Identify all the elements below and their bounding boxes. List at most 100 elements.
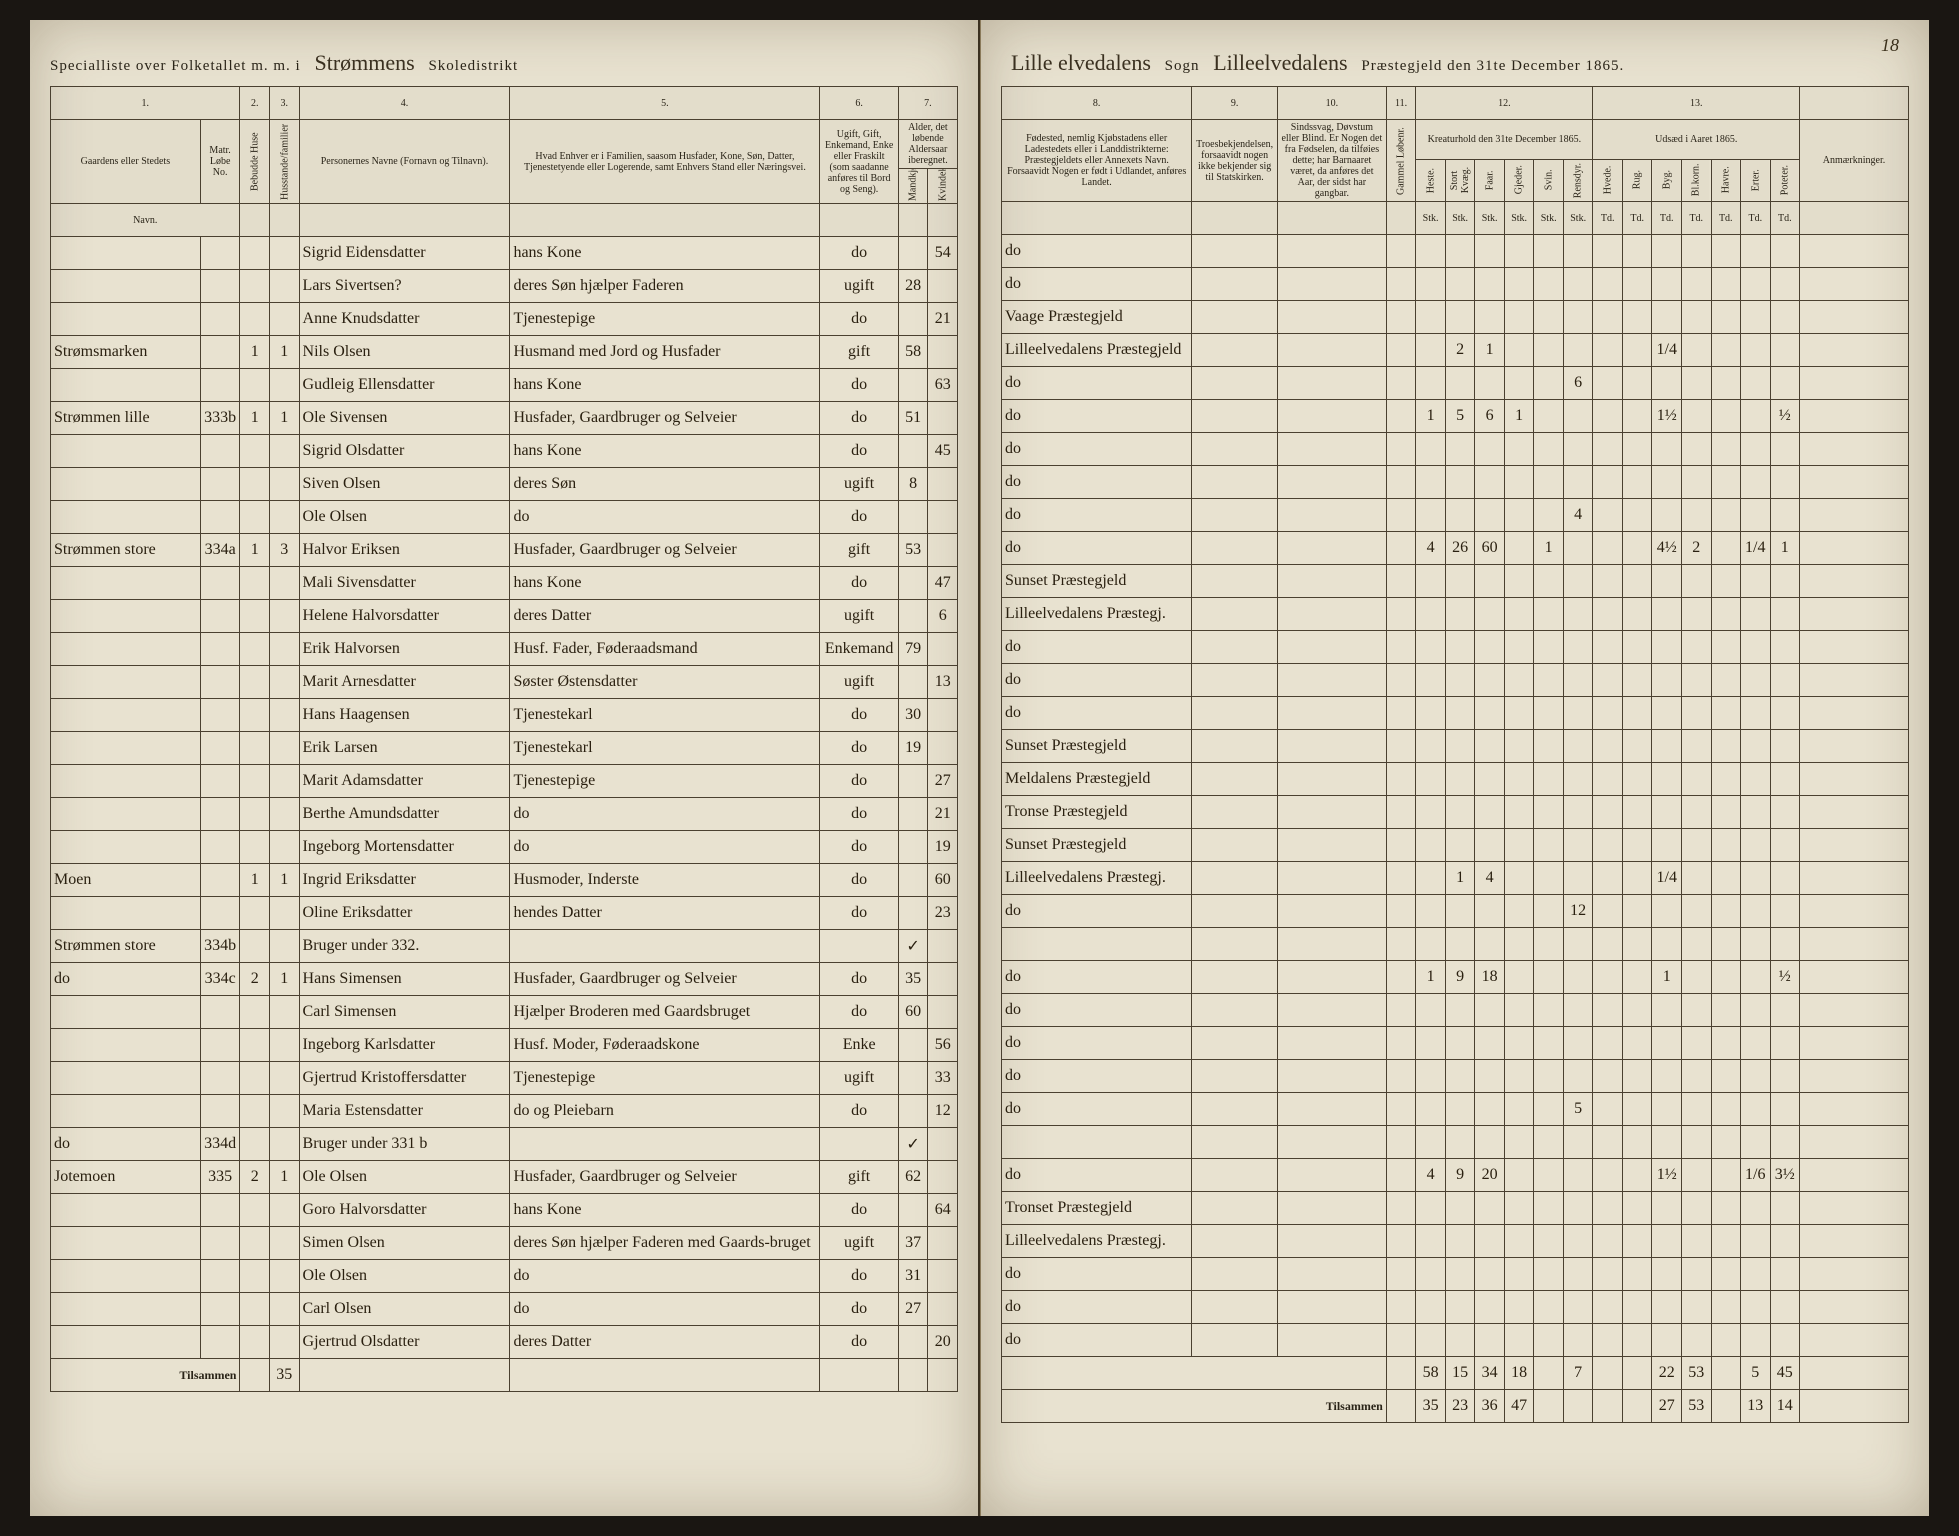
- cell-navn: [51, 1293, 201, 1326]
- cell-navn: [51, 996, 201, 1029]
- cell-uds: [1741, 1291, 1771, 1324]
- cell-uds: [1711, 664, 1741, 697]
- cell-pers: Ole Sivensen: [299, 402, 510, 435]
- cell-kre: [1563, 301, 1593, 334]
- cell-uds: [1652, 763, 1682, 796]
- cell-kre: [1504, 1159, 1534, 1192]
- tot-kre: 18: [1504, 1357, 1534, 1390]
- cell-kre: 4: [1416, 532, 1446, 565]
- cell-matr: [200, 1326, 240, 1359]
- cell-fod: do: [1002, 1258, 1192, 1291]
- cell-sind: [1277, 862, 1386, 895]
- cell-tro: [1192, 334, 1278, 367]
- totals-label: Tilsammen: [1002, 1390, 1387, 1423]
- cell-fod: [1002, 928, 1192, 961]
- cell-uds: [1681, 895, 1711, 928]
- cell-gammel: [1386, 928, 1416, 961]
- cell-f: 1: [270, 402, 300, 435]
- tot-kre: 34: [1475, 1357, 1505, 1390]
- cell-matr: [200, 468, 240, 501]
- cell-kre: [1475, 994, 1505, 1027]
- cell-m: [898, 501, 928, 534]
- cell-uds: [1622, 1060, 1652, 1093]
- cell-matr: [200, 996, 240, 1029]
- cell-uds: [1652, 1324, 1682, 1357]
- cell-m: 27: [898, 1293, 928, 1326]
- cell-uds: [1593, 730, 1623, 763]
- cell-anm: [1800, 499, 1909, 532]
- cell-k: 47: [928, 567, 958, 600]
- cell-fod: do: [1002, 1027, 1192, 1060]
- cell-f: [270, 831, 300, 864]
- sub-u: Bl.korn.: [1681, 159, 1711, 201]
- cell-uds: [1622, 1192, 1652, 1225]
- tot-kre: 15: [1445, 1357, 1475, 1390]
- cell-uds: [1770, 565, 1800, 598]
- cell-stand: do og Pleiebarn: [510, 1095, 820, 1128]
- cell-kre: [1534, 631, 1564, 664]
- cell-b: [240, 732, 270, 765]
- cell-fod: Meldalens Præstegjeld: [1002, 763, 1192, 796]
- head-row-r3: Stk.Stk.Stk.Stk.Stk.Stk. Td.Td.Td.Td.Td.…: [1002, 202, 1909, 235]
- sub-u: Byg.: [1652, 159, 1682, 201]
- cell-fod: do: [1002, 400, 1192, 433]
- cell-civil: gift: [820, 336, 898, 369]
- cell-kre: 6: [1563, 367, 1593, 400]
- tot-kre: [1534, 1390, 1564, 1423]
- cell-b: [240, 930, 270, 963]
- cell-kre: [1534, 466, 1564, 499]
- cell-m: [898, 303, 928, 336]
- cell-uds: [1681, 268, 1711, 301]
- cell-uds: [1741, 433, 1771, 466]
- cell-anm: [1800, 697, 1909, 730]
- cell-sind: [1277, 334, 1386, 367]
- cell-civil: do: [820, 732, 898, 765]
- cell-uds: [1711, 532, 1741, 565]
- col-4: 4.: [299, 87, 510, 120]
- cell-uds: [1741, 1093, 1771, 1126]
- cell-kre: [1504, 1192, 1534, 1225]
- cell-anm: [1800, 235, 1909, 268]
- cell-gammel: [1386, 301, 1416, 334]
- col-10: 10.: [1277, 87, 1386, 120]
- cell-f: [270, 897, 300, 930]
- cell-kre: [1563, 1126, 1593, 1159]
- cell-k: 63: [928, 369, 958, 402]
- cell-kre: [1475, 268, 1505, 301]
- cell-kre: [1416, 1027, 1446, 1060]
- cell-tro: [1192, 565, 1278, 598]
- cell-kre: [1534, 1192, 1564, 1225]
- cell-uds: [1711, 565, 1741, 598]
- cell-pers: Gjertrud Olsdatter: [299, 1326, 510, 1359]
- cell-kre: [1475, 1291, 1505, 1324]
- cell-stand: hendes Datter: [510, 897, 820, 930]
- cell-b: [240, 435, 270, 468]
- cell-pers: Berthe Amundsdatter: [299, 798, 510, 831]
- cell-uds: [1593, 1192, 1623, 1225]
- cell-matr: [200, 1062, 240, 1095]
- cell-uds: [1711, 961, 1741, 994]
- cell-matr: [200, 633, 240, 666]
- cell-uds: [1681, 829, 1711, 862]
- table-row: Oline Eriksdatterhendes Datterdo23: [51, 897, 958, 930]
- cell-stand: deres Datter: [510, 600, 820, 633]
- cell-kre: [1534, 400, 1564, 433]
- table-body-left: Sigrid Eidensdatterhans Konedo54Lars Siv…: [51, 237, 958, 1359]
- cell-m: 51: [898, 402, 928, 435]
- table-row: do: [1002, 466, 1909, 499]
- table-row: Erik LarsenTjenestekarldo19: [51, 732, 958, 765]
- sub-k: Faar.: [1475, 159, 1505, 201]
- cell-uds: [1622, 1324, 1652, 1357]
- cell-fod: Lilleelvedalens Præstegj.: [1002, 1225, 1192, 1258]
- cell-kre: [1534, 829, 1564, 862]
- cell-kre: [1534, 994, 1564, 1027]
- cell-civil: do: [820, 369, 898, 402]
- head-beboede: Bebudde Huse: [240, 120, 270, 204]
- cell-f: [270, 633, 300, 666]
- cell-kre: [1563, 730, 1593, 763]
- sub-k: Svin.: [1534, 159, 1564, 201]
- cell-tro: [1192, 796, 1278, 829]
- cell-b: [240, 1062, 270, 1095]
- cell-kre: [1475, 598, 1505, 631]
- cell-pers: Gudleig Ellensdatter: [299, 369, 510, 402]
